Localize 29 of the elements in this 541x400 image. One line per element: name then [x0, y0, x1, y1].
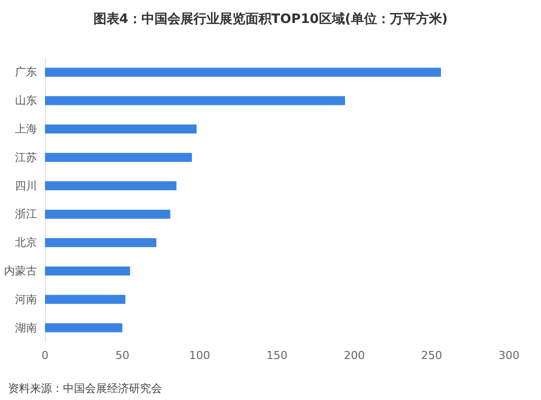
x-tick-label: 250	[421, 349, 442, 362]
y-tick-label: 河南	[15, 292, 37, 306]
y-tick-label: 湖南	[15, 321, 37, 334]
y-tick-label: 浙江	[15, 208, 37, 221]
bar	[45, 238, 156, 248]
x-tick-label: 300	[498, 349, 520, 362]
chart-title: 图表4：中国会展行业展览面积TOP10区域(单位：万平方米)	[93, 11, 448, 27]
bar	[45, 68, 441, 77]
bar	[45, 210, 170, 219]
bar	[45, 124, 197, 134]
y-tick-label: 北京	[15, 236, 37, 250]
bar	[45, 181, 176, 190]
y-tick-label: 山东	[15, 94, 37, 108]
text: 资料来源：中国会展经济研究会	[8, 382, 162, 395]
x-tick-label: 100	[189, 349, 210, 362]
y-tick-label: 上海	[15, 122, 37, 136]
bar	[45, 266, 130, 276]
bar	[45, 294, 126, 304]
x-tick-label: 50	[115, 349, 130, 362]
y-tick-label: 内蒙古	[4, 264, 37, 278]
bar	[45, 152, 192, 162]
y-tick-label: 四川	[15, 179, 37, 192]
bar	[45, 323, 122, 332]
x-tick-label: 200	[344, 349, 365, 362]
y-tick-label: 广东	[15, 66, 37, 79]
x-tick-label: 150	[266, 349, 288, 362]
y-tick-label: 江苏	[15, 150, 37, 164]
bar	[45, 96, 346, 106]
x-tick-label: 0	[42, 349, 48, 362]
